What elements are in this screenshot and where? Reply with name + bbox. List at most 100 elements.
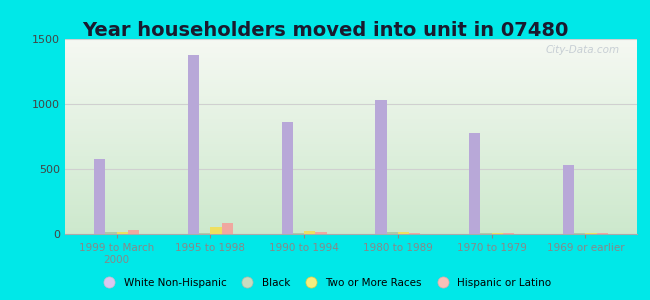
- Bar: [65, 49, 637, 51]
- Bar: [65, 103, 637, 105]
- Bar: [65, 207, 637, 209]
- Bar: [65, 212, 637, 214]
- Bar: [65, 125, 637, 127]
- Bar: [65, 86, 637, 88]
- Bar: [188, 55, 199, 234]
- Bar: [65, 152, 637, 154]
- Bar: [65, 133, 637, 134]
- Bar: [65, 94, 637, 95]
- Bar: [65, 76, 637, 78]
- Bar: [65, 95, 637, 98]
- Bar: [65, 64, 637, 66]
- Bar: [65, 99, 637, 101]
- Bar: [65, 68, 637, 70]
- Text: Year householders moved into unit in 07480: Year householders moved into unit in 074…: [82, 21, 568, 40]
- Bar: [65, 179, 637, 181]
- Bar: [65, 45, 637, 47]
- Bar: [480, 233, 491, 234]
- Bar: [65, 58, 637, 60]
- Bar: [65, 62, 637, 64]
- Bar: [65, 47, 637, 49]
- Bar: [65, 39, 637, 41]
- Legend: White Non-Hispanic, Black, Two or More Races, Hispanic or Latino: White Non-Hispanic, Black, Two or More R…: [94, 274, 556, 292]
- Bar: [65, 121, 637, 123]
- Bar: [65, 199, 637, 201]
- Bar: [65, 193, 637, 195]
- Bar: [65, 148, 637, 150]
- Bar: [65, 117, 637, 119]
- Bar: [563, 165, 574, 234]
- Bar: [65, 142, 637, 144]
- Bar: [94, 159, 105, 234]
- Bar: [65, 56, 637, 58]
- Bar: [65, 173, 637, 175]
- Bar: [65, 195, 637, 197]
- Bar: [376, 100, 387, 234]
- Bar: [65, 101, 637, 103]
- Bar: [409, 233, 421, 234]
- Bar: [597, 233, 608, 234]
- Bar: [65, 111, 637, 113]
- Bar: [65, 140, 637, 142]
- Bar: [65, 74, 637, 76]
- Bar: [65, 201, 637, 203]
- Bar: [65, 113, 637, 115]
- Bar: [65, 80, 637, 82]
- Bar: [65, 176, 637, 177]
- Bar: [586, 233, 597, 234]
- Bar: [65, 197, 637, 199]
- Bar: [65, 160, 637, 162]
- Bar: [65, 164, 637, 166]
- Bar: [65, 232, 637, 234]
- Bar: [65, 203, 637, 205]
- Bar: [65, 131, 637, 133]
- Bar: [65, 183, 637, 185]
- Bar: [65, 41, 637, 43]
- Bar: [293, 233, 304, 234]
- Bar: [65, 109, 637, 111]
- Bar: [65, 170, 637, 172]
- Bar: [65, 220, 637, 222]
- Bar: [65, 66, 637, 68]
- Bar: [65, 115, 637, 117]
- Bar: [65, 218, 637, 220]
- Bar: [65, 168, 637, 170]
- Bar: [65, 84, 637, 86]
- Bar: [65, 88, 637, 90]
- Bar: [65, 55, 637, 56]
- Bar: [128, 230, 139, 234]
- Bar: [65, 127, 637, 129]
- Bar: [105, 232, 116, 234]
- Bar: [65, 228, 637, 230]
- Bar: [387, 232, 398, 234]
- Bar: [65, 224, 637, 226]
- Bar: [65, 185, 637, 187]
- Bar: [65, 138, 637, 140]
- Bar: [65, 189, 637, 191]
- Bar: [315, 232, 326, 234]
- Bar: [65, 78, 637, 80]
- Bar: [503, 233, 514, 234]
- Bar: [65, 205, 637, 207]
- Bar: [65, 98, 637, 99]
- Bar: [116, 232, 128, 234]
- Bar: [65, 123, 637, 125]
- Bar: [65, 214, 637, 217]
- Bar: [65, 191, 637, 193]
- Bar: [65, 53, 637, 55]
- Bar: [65, 134, 637, 136]
- Bar: [574, 233, 586, 234]
- Bar: [491, 233, 503, 234]
- Bar: [281, 122, 293, 234]
- Bar: [65, 177, 637, 179]
- Bar: [65, 107, 637, 109]
- Bar: [65, 166, 637, 168]
- Bar: [65, 150, 637, 152]
- Bar: [65, 70, 637, 72]
- Bar: [65, 222, 637, 224]
- Bar: [222, 223, 233, 234]
- Bar: [65, 43, 637, 45]
- Bar: [65, 181, 637, 183]
- Bar: [65, 156, 637, 158]
- Bar: [65, 230, 637, 232]
